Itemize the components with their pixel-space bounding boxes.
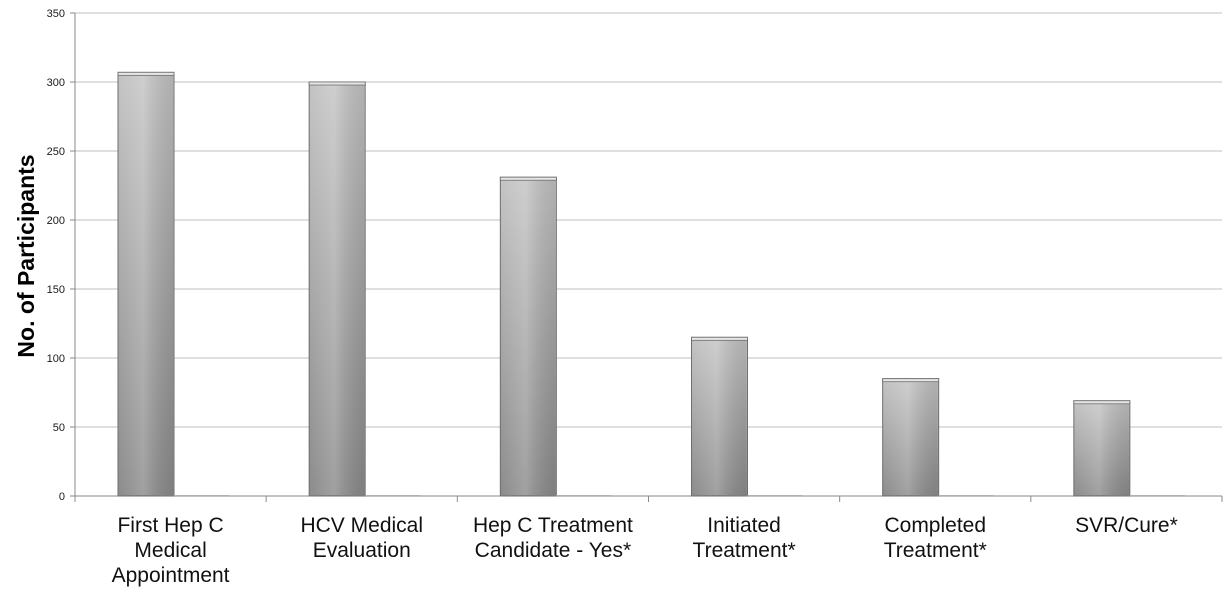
- x-category-labels: First Hep C Medical Appointment HCV Medical…: [112, 514, 1178, 587]
- x-category-label: Initiated Treatment*: [693, 514, 796, 562]
- y-axis-title: No. of Participants: [13, 154, 39, 357]
- axes: [70, 12, 1223, 502]
- y-tick-label: 350: [47, 8, 65, 20]
- y-tick-label: 300: [47, 77, 65, 89]
- x-category-label: SVR/Cure*: [1075, 514, 1178, 537]
- y-tick-label: 200: [47, 215, 65, 227]
- x-category-label: First Hep C Medical Appointment: [112, 514, 230, 587]
- bar: [499, 176, 612, 497]
- y-tick-label: 50: [53, 422, 65, 434]
- bar: [691, 336, 803, 497]
- y-tick-label: 250: [47, 146, 65, 158]
- x-category-label: HCV Medical Evaluation: [300, 514, 423, 562]
- bar: [308, 81, 421, 497]
- x-category-label: Completed Treatment*: [884, 514, 987, 562]
- bar: [882, 378, 994, 497]
- y-tick-labels: 0 50 100 150 200 250 300 350: [47, 8, 65, 503]
- x-category-label: Hep C Treatment Candidate - Yes*: [473, 514, 633, 562]
- bars: [117, 71, 1185, 497]
- y-tick-label: 100: [47, 353, 65, 365]
- bar: [117, 71, 229, 497]
- gridlines: [75, 12, 1222, 428]
- y-tick-label: 150: [47, 284, 65, 296]
- bar: [1073, 400, 1185, 497]
- y-tick-label: 0: [59, 491, 65, 503]
